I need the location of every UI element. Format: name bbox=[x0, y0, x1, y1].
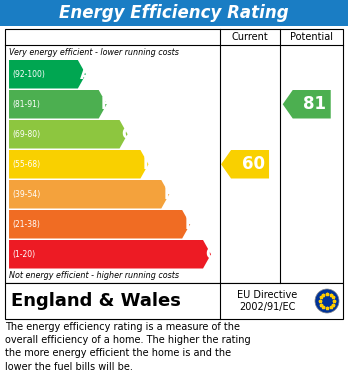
Text: Very energy efficient - lower running costs: Very energy efficient - lower running co… bbox=[9, 48, 179, 57]
Polygon shape bbox=[9, 180, 169, 208]
Text: (55-68): (55-68) bbox=[12, 160, 40, 169]
Text: (92-100): (92-100) bbox=[12, 70, 45, 79]
Bar bbox=[0, 0, 348, 26]
Bar bbox=[5, 283, 343, 319]
Text: G: G bbox=[205, 247, 218, 262]
Polygon shape bbox=[283, 90, 331, 118]
Polygon shape bbox=[9, 120, 128, 149]
Text: Current: Current bbox=[232, 32, 268, 42]
Text: (21-38): (21-38) bbox=[12, 220, 40, 229]
Text: E: E bbox=[163, 187, 174, 202]
Text: Not energy efficient - higher running costs: Not energy efficient - higher running co… bbox=[9, 271, 179, 280]
Text: EU Directive: EU Directive bbox=[237, 289, 298, 300]
Text: 81: 81 bbox=[303, 95, 326, 113]
Text: (81-91): (81-91) bbox=[12, 100, 40, 109]
Text: 60: 60 bbox=[242, 155, 264, 173]
Polygon shape bbox=[9, 60, 86, 88]
Text: D: D bbox=[142, 157, 155, 172]
Text: (39-54): (39-54) bbox=[12, 190, 40, 199]
Text: B: B bbox=[101, 97, 112, 112]
Text: F: F bbox=[184, 217, 195, 232]
Polygon shape bbox=[9, 150, 149, 179]
Text: The energy efficiency rating is a measure of the
overall efficiency of a home. T: The energy efficiency rating is a measur… bbox=[5, 322, 251, 371]
Text: Energy Efficiency Rating: Energy Efficiency Rating bbox=[59, 4, 289, 22]
Text: Potential: Potential bbox=[290, 32, 333, 42]
Text: (1-20): (1-20) bbox=[12, 250, 35, 259]
Polygon shape bbox=[9, 210, 190, 239]
Text: England & Wales: England & Wales bbox=[11, 292, 181, 310]
Text: (69-80): (69-80) bbox=[12, 130, 40, 139]
Text: A: A bbox=[80, 67, 92, 82]
Polygon shape bbox=[221, 150, 269, 179]
Text: C: C bbox=[121, 127, 133, 142]
Polygon shape bbox=[9, 90, 107, 118]
Bar bbox=[5, 29, 343, 283]
Circle shape bbox=[315, 289, 339, 313]
Text: 2002/91/EC: 2002/91/EC bbox=[239, 303, 295, 312]
Polygon shape bbox=[9, 240, 211, 269]
